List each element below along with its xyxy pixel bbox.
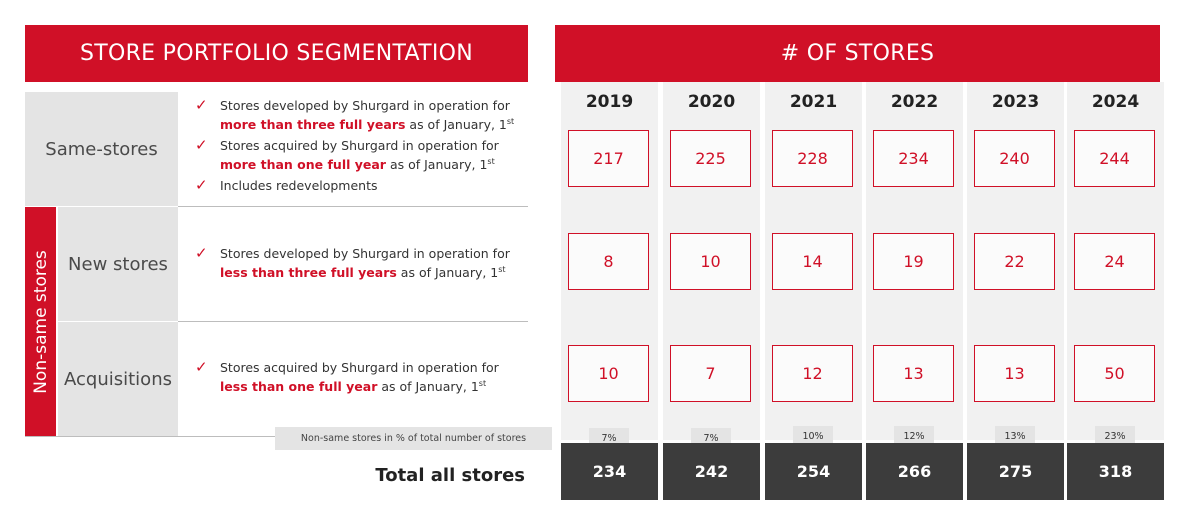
year-column-2021: 2021 228 14 12 <box>765 82 862 440</box>
non-same-pct: 10% <box>793 426 833 446</box>
bullet-text-plain: Stores acquired by Shurgard in operation… <box>220 138 499 153</box>
year-label: 2024 <box>1091 92 1140 112</box>
bullet-text: Stores acquired by Shurgard in operation… <box>220 136 525 174</box>
bullet-text: Stores developed by Shurgard in operatio… <box>220 96 525 134</box>
year-column-2024: 2024 244 24 50 <box>1067 82 1164 440</box>
bullet-text-suffix: as of January, 1 <box>396 265 499 280</box>
bullet-text-plain: Stores acquired by Shurgard in operation… <box>220 360 499 375</box>
acquisitions-description: ✓ Stores acquired by Shurgard in operatio… <box>195 358 525 398</box>
year-label: 2020 <box>687 92 736 112</box>
number-of-stores-header: # OF STORES <box>555 25 1160 82</box>
bullet-text-suffix: as of January, 1 <box>385 157 488 172</box>
checkmark-icon: ✓ <box>195 176 208 194</box>
year-column-2020: 2020 225 10 7 <box>663 82 760 440</box>
total-stores-count: 242 <box>663 443 760 500</box>
new-stores-count: 10 <box>670 233 751 290</box>
acquisitions-label: Acquisitions <box>58 322 178 436</box>
checkmark-icon: ✓ <box>195 358 208 376</box>
non-same-stores-bar: Non-same stores <box>25 207 56 436</box>
year-label: 2019 <box>585 92 634 112</box>
row-divider <box>178 321 528 322</box>
bullet-text-highlight: less than one full year <box>220 379 378 394</box>
new-stores-count: 14 <box>772 233 853 290</box>
portfolio-segmentation-header: STORE PORTFOLIO SEGMENTATION <box>25 25 528 82</box>
non-same-pct-label: Non-same stores in % of total number of … <box>275 427 552 450</box>
same-stores-count: 234 <box>873 130 954 187</box>
checkmark-icon: ✓ <box>195 96 208 114</box>
same-stores-count: 225 <box>670 130 751 187</box>
new-stores-count: 22 <box>974 233 1055 290</box>
row-divider <box>178 206 528 207</box>
total-stores-count: 318 <box>1067 443 1164 500</box>
acquisitions-count: 13 <box>873 345 954 402</box>
bullet-text-plain: Stores developed by Shurgard in operatio… <box>220 98 510 113</box>
bullet-superscript: st <box>506 116 515 126</box>
same-stores-count: 240 <box>974 130 1055 187</box>
total-all-stores-label: Total all stores <box>375 464 525 486</box>
total-stores-count: 266 <box>866 443 963 500</box>
acquisitions-count: 13 <box>974 345 1055 402</box>
bullet-item: ✓ Includes redevelopments <box>195 176 525 195</box>
non-same-pct: 23% <box>1095 426 1135 446</box>
bullet-item: ✓ Stores developed by Shurgard in operati… <box>195 96 525 134</box>
bullet-text-highlight: less than three full years <box>220 265 397 280</box>
year-column-2023: 2023 240 22 13 <box>967 82 1064 440</box>
acquisitions-count: 7 <box>670 345 751 402</box>
total-stores-count: 234 <box>561 443 658 500</box>
new-stores-count: 19 <box>873 233 954 290</box>
bullet-item: ✓ Stores developed by Shurgard in operati… <box>195 244 525 282</box>
bullet-item: ✓ Stores acquired by Shurgard in operatio… <box>195 136 525 174</box>
same-stores-label: Same-stores <box>25 92 178 206</box>
bullet-superscript: st <box>498 264 506 274</box>
year-column-2019: 2019 217 8 10 <box>561 82 658 440</box>
bullet-superscript: st <box>487 156 495 166</box>
acquisitions-count: 50 <box>1074 345 1155 402</box>
bullet-text: Includes redevelopments <box>220 176 378 195</box>
new-stores-count: 8 <box>568 233 649 290</box>
bullet-superscript: st <box>478 378 487 388</box>
bullet-text-highlight: more than three full years <box>220 117 406 132</box>
checkmark-icon: ✓ <box>195 136 208 154</box>
bullet-text: Stores acquired by Shurgard in operation… <box>220 358 525 396</box>
new-stores-description: ✓ Stores developed by Shurgard in operati… <box>195 244 525 284</box>
total-stores-count: 254 <box>765 443 862 500</box>
non-same-pct: 13% <box>995 426 1035 446</box>
new-stores-count: 24 <box>1074 233 1155 290</box>
same-stores-count: 217 <box>568 130 649 187</box>
non-same-stores-label: Non-same stores <box>30 249 51 394</box>
checkmark-icon: ✓ <box>195 244 208 262</box>
bullet-text-plain: Includes redevelopments <box>220 178 378 193</box>
same-stores-description: ✓ Stores developed by Shurgard in operati… <box>195 96 525 197</box>
year-column-2022: 2022 234 19 13 <box>866 82 963 440</box>
year-label: 2022 <box>890 92 939 112</box>
bullet-item: ✓ Stores acquired by Shurgard in operatio… <box>195 358 525 396</box>
bullet-text-suffix: as of January, 1 <box>377 379 479 394</box>
year-label: 2021 <box>789 92 838 112</box>
same-stores-count: 244 <box>1074 130 1155 187</box>
total-stores-count: 275 <box>967 443 1064 500</box>
year-label: 2023 <box>991 92 1040 112</box>
bullet-text-highlight: more than one full year <box>220 157 386 172</box>
bullet-text-suffix: as of January, 1 <box>405 117 507 132</box>
bullet-text: Stores developed by Shurgard in operatio… <box>220 244 525 282</box>
non-same-pct: 12% <box>894 426 934 446</box>
bullet-text-plain: Stores developed by Shurgard in operatio… <box>220 246 510 261</box>
acquisitions-count: 12 <box>772 345 853 402</box>
same-stores-count: 228 <box>772 130 853 187</box>
acquisitions-count: 10 <box>568 345 649 402</box>
new-stores-label: New stores <box>58 207 178 321</box>
